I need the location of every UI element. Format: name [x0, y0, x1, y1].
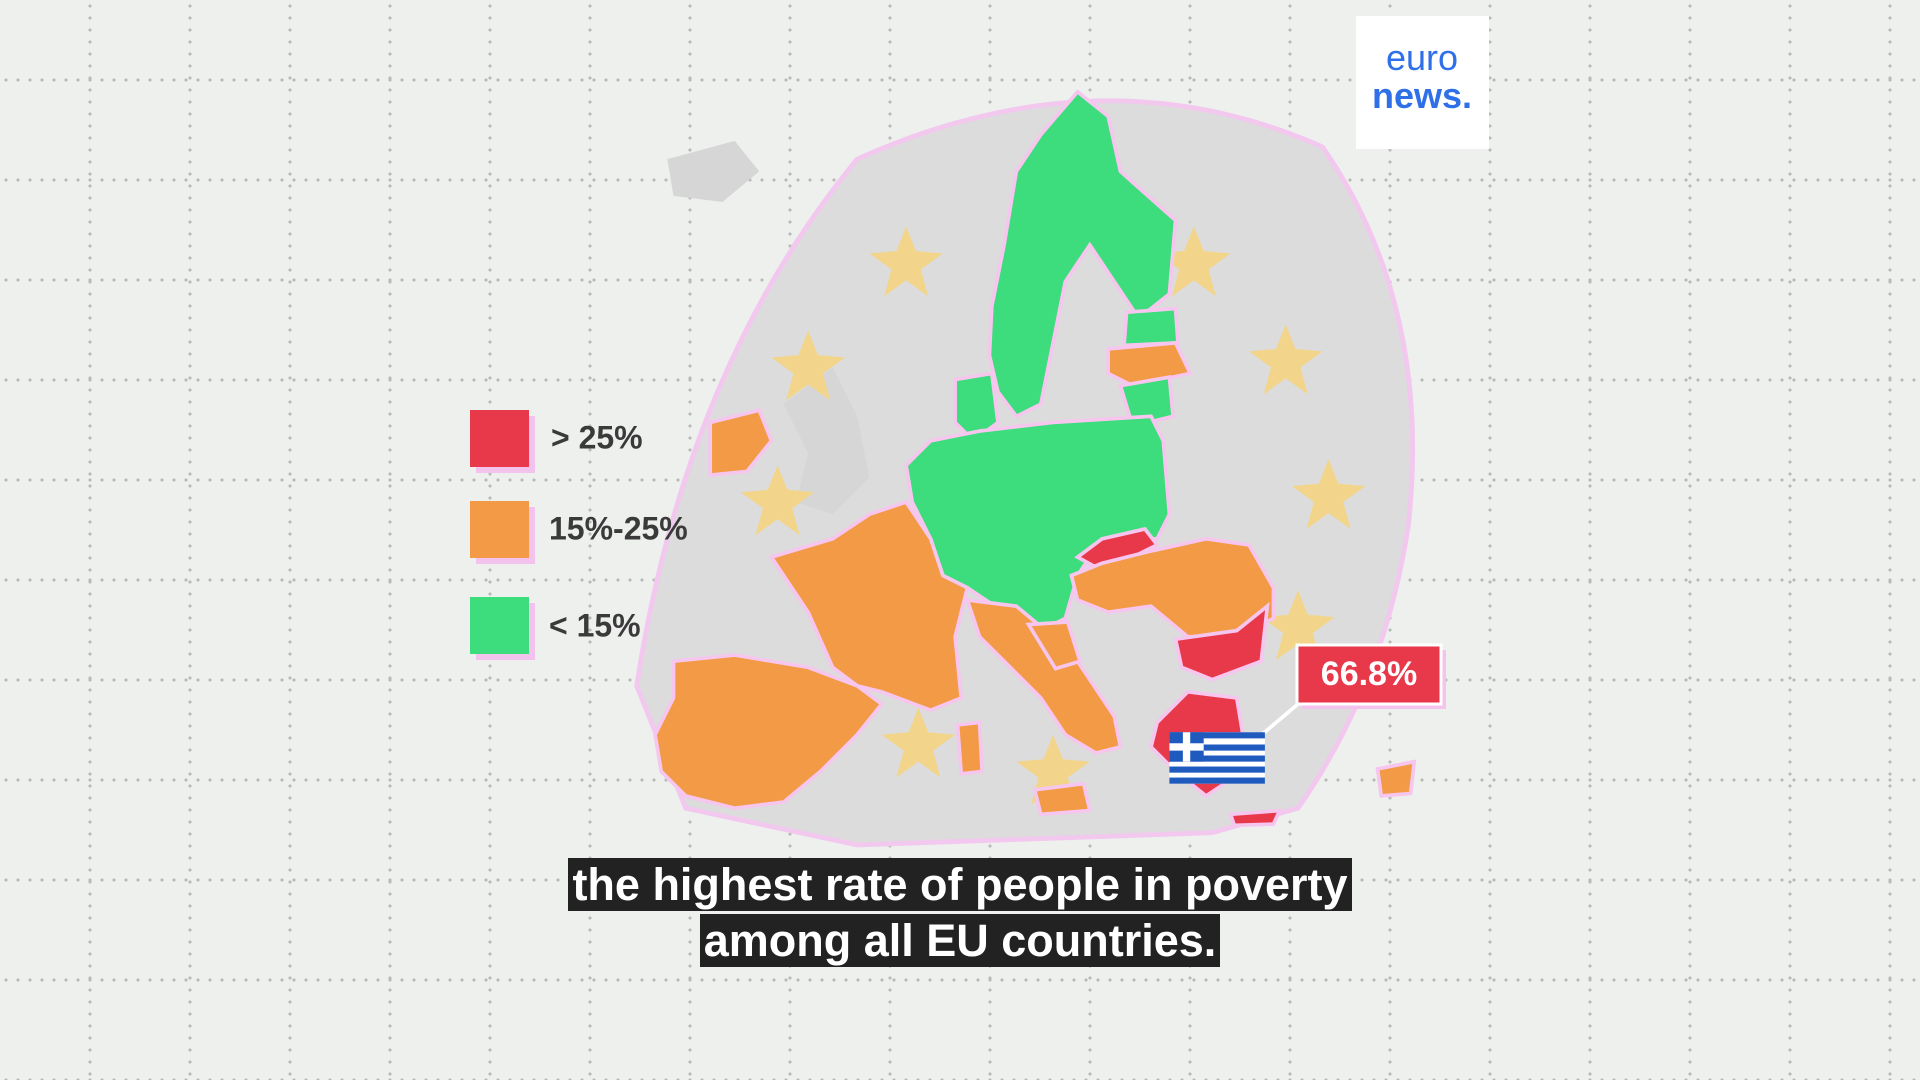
callout-label: 66.8%	[1321, 655, 1417, 693]
legend-label: < 15%	[549, 607, 641, 643]
bulgaria	[1173, 601, 1270, 682]
logo-text: euro	[1386, 37, 1458, 78]
estonia	[1122, 306, 1180, 348]
subtitle-line: the highest rate of people in poverty	[568, 858, 1352, 911]
greek-flag	[1169, 732, 1265, 784]
star	[869, 226, 943, 297]
map	[634, 89, 1417, 848]
crete	[1228, 808, 1283, 828]
star	[1157, 226, 1231, 297]
subtitle: among all EU countries.	[0, 914, 1920, 968]
ireland	[708, 408, 774, 478]
callout: 66.8%	[1295, 643, 1446, 709]
star	[1261, 590, 1335, 661]
flag-cross	[1169, 743, 1204, 751]
sardinia	[955, 720, 984, 776]
callout-connector	[1257, 702, 1300, 739]
uk	[783, 367, 870, 515]
legend-label: > 25%	[551, 419, 643, 455]
star	[1248, 324, 1323, 395]
stars	[740, 226, 1366, 805]
star	[740, 465, 815, 536]
sicily	[1032, 781, 1093, 817]
legend-swatch	[470, 410, 529, 467]
cyprus	[1375, 759, 1417, 798]
subtitle-line: among all EU countries.	[699, 914, 1221, 967]
france	[768, 499, 970, 713]
nordic	[987, 89, 1178, 419]
croatia	[1025, 620, 1083, 671]
logo-box	[1356, 16, 1489, 149]
logo-text: news.	[1372, 75, 1472, 116]
star	[1291, 459, 1366, 529]
star	[881, 707, 956, 778]
iceland	[667, 140, 760, 203]
countries	[653, 89, 1417, 828]
subtitle: the highest rate of people in poverty	[0, 858, 1920, 912]
iberia	[653, 653, 885, 811]
callout-box	[1295, 643, 1443, 706]
star	[771, 330, 845, 401]
legend-label: 15%-25%	[549, 510, 688, 546]
star	[1016, 734, 1090, 805]
hungary-romania	[1069, 536, 1276, 639]
lithuania	[1118, 374, 1176, 429]
legend-swatch	[470, 597, 529, 654]
logo: euro news.	[1356, 16, 1489, 149]
legend-swatch	[470, 501, 529, 558]
legend: > 25% 15%-25% < 15%	[470, 410, 688, 660]
